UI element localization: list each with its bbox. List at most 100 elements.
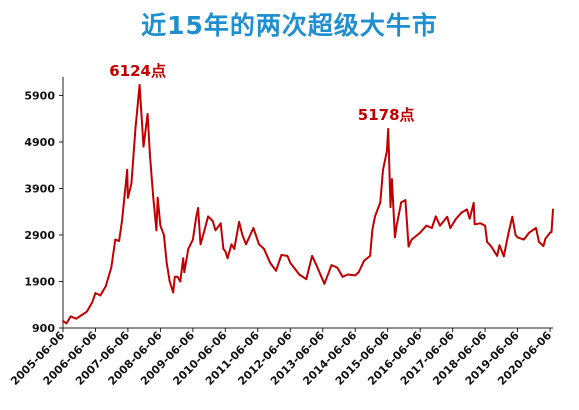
y-tick-label: 3900: [24, 182, 55, 195]
data-point: [496, 255, 498, 257]
data-point: [354, 274, 357, 277]
data-point: [152, 196, 155, 199]
data-point: [434, 215, 437, 218]
x-axis: 2005-06-062006-06-062007-06-062008-06-06…: [8, 327, 554, 388]
data-point: [138, 84, 141, 86]
data-point: [522, 238, 525, 241]
data-point: [468, 217, 471, 220]
data-point: [110, 266, 113, 269]
data-point: [80, 314, 83, 316]
data-point: [126, 196, 129, 199]
data-point: [498, 244, 501, 247]
data-point: [134, 127, 137, 129]
data-point: [472, 201, 475, 204]
data-point: [311, 255, 313, 257]
data-point: [507, 231, 510, 234]
data-point: [199, 243, 202, 246]
data-point: [395, 224, 398, 227]
data-point: [168, 280, 171, 283]
data-point: [379, 201, 382, 204]
data-point: [226, 257, 229, 260]
peak-annotation: 6124点: [109, 62, 166, 80]
data-point: [549, 231, 551, 234]
data-point: [542, 245, 545, 248]
data-point: [314, 261, 317, 264]
data-point: [387, 128, 390, 130]
data-point: [183, 271, 186, 274]
data-point: [391, 178, 393, 181]
data-point: [528, 231, 531, 234]
data-point: [538, 241, 540, 243]
data-point: [490, 245, 493, 248]
data-point: [400, 201, 403, 204]
data-point: [346, 273, 349, 276]
data-point: [479, 222, 482, 225]
data-point: [118, 240, 120, 242]
data-point: [238, 221, 241, 223]
data-point: [65, 322, 68, 325]
data-point: [341, 275, 344, 278]
data-point: [121, 220, 123, 222]
y-tick-label: 5900: [24, 89, 55, 102]
data-point: [258, 243, 260, 246]
data-point: [99, 294, 102, 297]
annotation-layer: 6124点 5178点: [109, 62, 414, 124]
data-point: [241, 234, 244, 236]
y-tick-label: 4900: [24, 136, 55, 149]
data-point: [269, 261, 272, 264]
data-point: [393, 236, 396, 239]
data-point: [176, 275, 179, 278]
data-point: [419, 231, 422, 234]
data-point: [203, 229, 206, 232]
data-point: [69, 315, 72, 318]
data-point: [91, 301, 94, 304]
data-point: [407, 245, 410, 248]
data-point: [449, 227, 452, 229]
data-point: [446, 215, 449, 218]
data-point: [502, 255, 505, 258]
data-point: [473, 223, 476, 226]
data-point: [275, 269, 277, 272]
data-point: [371, 229, 374, 232]
data-point: [298, 273, 301, 276]
data-point: [336, 266, 339, 269]
data-point: [104, 285, 107, 288]
data-point: [149, 154, 151, 157]
data-point: [404, 199, 407, 201]
data-point: [466, 208, 468, 211]
data-point: [172, 291, 175, 294]
data-point: [187, 248, 190, 250]
data-point: [85, 310, 88, 313]
data-point: [550, 231, 553, 234]
data-point: [62, 320, 64, 322]
data-point: [94, 292, 97, 295]
peak-annotation: 5178点: [358, 106, 415, 124]
data-point: [230, 243, 233, 246]
data-point: [460, 211, 463, 214]
data-point: [286, 255, 289, 257]
data-point: [439, 224, 441, 227]
y-tick-label: 1900: [24, 275, 55, 288]
data-point: [280, 254, 283, 256]
data-point: [195, 215, 198, 218]
y-tick-label: 900: [32, 322, 55, 335]
data-point: [382, 168, 384, 171]
data-point: [159, 224, 162, 227]
data-point: [511, 215, 514, 218]
data-point: [130, 182, 133, 185]
y-tick-label: 2900: [24, 229, 55, 242]
data-point: [155, 229, 158, 232]
y-axis: 900 1900 2900 3900 4900 5900: [24, 77, 64, 335]
data-point: [516, 236, 519, 239]
data-point: [374, 215, 376, 218]
data-point: [142, 145, 145, 148]
data-point: [191, 238, 194, 241]
data-point: [385, 150, 388, 153]
data-point: [197, 207, 200, 209]
data-point: [75, 317, 78, 320]
data-point: [323, 282, 326, 285]
data-point: [207, 215, 209, 218]
data-point: [126, 168, 129, 171]
data-point: [214, 229, 217, 232]
data-point: [425, 224, 428, 227]
